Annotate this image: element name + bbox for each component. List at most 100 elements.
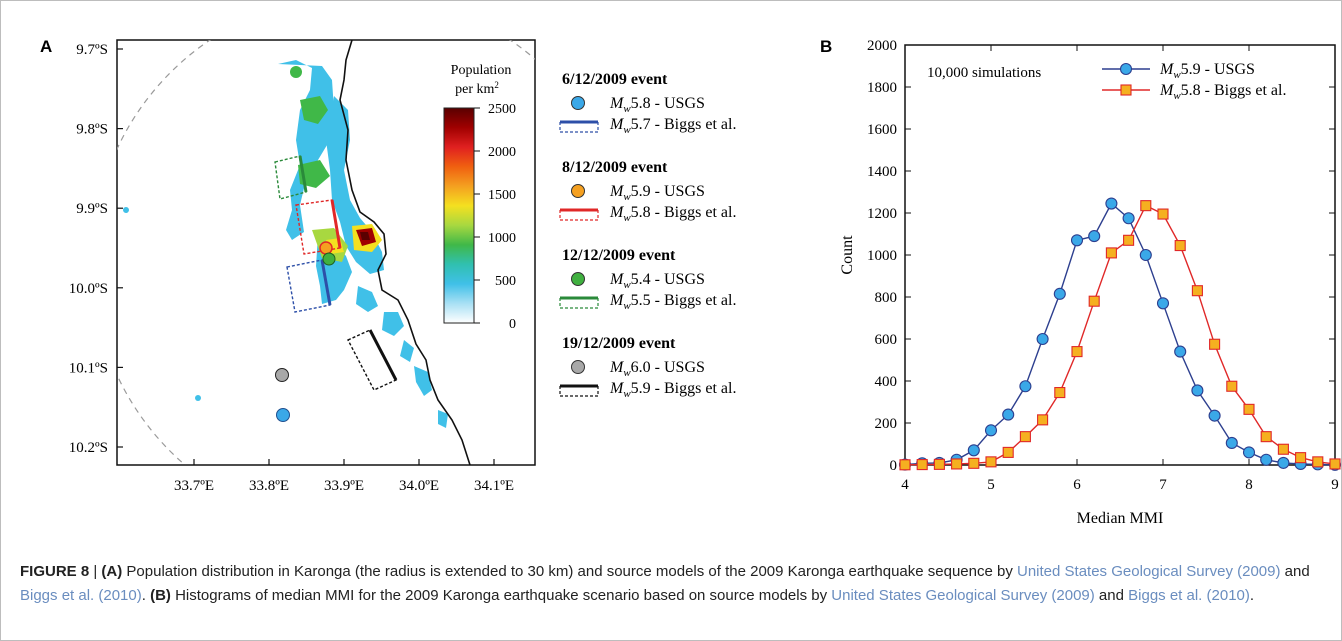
y-tick-label: 0 [890, 458, 898, 474]
y-tick-label: 600 [875, 332, 898, 348]
lake-shoreline [339, 40, 471, 465]
map-latitude-ticks: 9.7ºS 9.8ºS 9.9ºS 10.0ºS 10.1ºS 10.2ºS [69, 42, 123, 456]
series-point-1 [1157, 208, 1169, 220]
series-point-1 [1277, 443, 1289, 455]
caption-a-text: Population distribution in Karonga (the … [122, 563, 1017, 580]
series-point-0 [1277, 456, 1290, 469]
y-tick-label: 1800 [867, 80, 897, 96]
caption-figure-label: FIGURE 8 [20, 563, 90, 580]
x-tick-label: 5 [987, 477, 995, 493]
chart-series [898, 197, 1342, 471]
series-point-0 [984, 424, 998, 437]
series-point-0 [1191, 384, 1204, 397]
usgs-epicentres [275, 241, 336, 422]
series-point-1 [1105, 247, 1117, 259]
panel-b-label: B [820, 37, 832, 56]
colorbar-tick-label: 2000 [488, 145, 516, 160]
series-point-0 [1225, 436, 1238, 450]
legend-marker-0 [1119, 62, 1133, 76]
lon-tick-label: 33.9ºE [324, 478, 364, 494]
y-tick-label: 1200 [867, 206, 897, 222]
colorbar: Population per km2 2500 2000 1500 1000 500 0 [443, 63, 516, 332]
lon-tick-label: 33.8ºE [249, 478, 289, 494]
x-tick-label: 9 [1331, 477, 1339, 493]
caption-b-tag: (B) [150, 587, 171, 604]
legend-event-title: 8/12/2009 event [562, 159, 668, 176]
series-point-0 [1122, 212, 1135, 225]
series-point-1 [1243, 403, 1255, 415]
series-point-1 [899, 459, 911, 471]
caption-end: . [1249, 587, 1255, 604]
population-map [123, 60, 448, 428]
lat-tick-label: 10.1ºS [69, 360, 108, 376]
caption-b-text: Histograms of median MMI for the 2009 Ka… [170, 587, 832, 604]
lon-tick-label: 34.0ºE [399, 478, 439, 494]
legend-biggs-label: Mw5.9 - Biggs et al. [609, 380, 736, 400]
legend-event-title: 19/12/2009 event [562, 335, 676, 352]
series-point-1 [1226, 380, 1238, 392]
legend-usgs-marker [571, 184, 585, 198]
epicentre-12-12 [322, 252, 336, 266]
caption-ref-usgs-1[interactable]: United States Geological Survey (2009) [1017, 563, 1281, 580]
chart-annotation: 10,000 simulations [927, 65, 1041, 81]
caption-ref-usgs-2[interactable]: United States Geological Survey (2009) [831, 587, 1095, 604]
colorbar-tick-label: 1000 [488, 231, 516, 246]
legend-biggs-dashed [559, 386, 599, 397]
series-point-1 [916, 459, 928, 471]
series-point-0 [1260, 453, 1273, 466]
caption-ref-biggs-2[interactable]: Biggs et al. (2010) [1128, 587, 1250, 604]
series-point-0 [1242, 446, 1256, 459]
series-point-1 [1260, 431, 1272, 443]
legend-biggs-dashed [559, 210, 599, 221]
caption-a-tag: (A) [101, 563, 123, 580]
legend-marker-1 [1120, 84, 1132, 96]
series-point-0 [967, 444, 980, 457]
series-point-1 [933, 458, 945, 470]
series-point-1 [951, 458, 963, 470]
series-point-0 [1139, 248, 1152, 262]
x-tick-label: 8 [1245, 477, 1253, 493]
epicentre-6-12 [276, 408, 290, 422]
series-point-1 [1295, 452, 1307, 464]
legend-usgs-label: Mw5.9 - USGS [609, 183, 705, 203]
legend-label-0: Mw5.9 - USGS [1159, 61, 1255, 81]
colorbar-ticks: 2500 2000 1500 1000 500 0 [474, 102, 516, 332]
series-point-0 [1036, 332, 1049, 346]
caption-ref-biggs-1[interactable]: Biggs et al. (2010) [20, 587, 142, 604]
map-longitude-ticks: 33.7ºE 33.8ºE 33.9ºE 34.0ºE 34.1ºE [174, 459, 514, 494]
series-point-1 [1071, 346, 1083, 358]
series-point-0 [1208, 409, 1221, 422]
fault-6-12-solid [320, 259, 332, 306]
colorbar-tick-label: 1500 [488, 188, 516, 203]
figure-graphics: A [40, 37, 1342, 527]
series-point-0 [1088, 230, 1101, 243]
lat-tick-label: 9.8ºS [76, 122, 108, 138]
colorbar-tick-label: 500 [495, 274, 516, 289]
series-point-1 [1054, 386, 1066, 399]
colorbar-title-line2: per km2 [455, 80, 499, 97]
caption-and-2: and [1094, 587, 1129, 604]
chart-axes: 0 200 400 600 800 1000 1200 1400 1600 1800 2000 4 5 6… [867, 38, 1339, 493]
x-tick-label: 4 [901, 477, 909, 493]
series-point-1 [985, 456, 997, 468]
lat-tick-label: 9.9ºS [76, 201, 108, 217]
legend-biggs-dashed [559, 122, 599, 133]
series-point-1 [1312, 456, 1324, 468]
series-point-1 [968, 457, 980, 469]
legend-biggs-label: Mw5.7 - Biggs et al. [609, 116, 736, 136]
source-models [274, 155, 398, 391]
series-point-0 [1105, 197, 1118, 210]
y-tick-label: 1000 [867, 248, 897, 264]
legend-label-1: Mw5.8 - Biggs et al. [1159, 82, 1286, 102]
legend-event-title: 6/12/2009 event [562, 71, 668, 88]
panel-a: A [40, 37, 536, 494]
epicentre-19-12 [275, 368, 289, 382]
series-point-0 [1174, 345, 1187, 358]
legend-event-title: 12/12/2009 event [562, 247, 676, 264]
lon-tick-label: 34.1ºE [474, 478, 514, 494]
chart-frame [904, 44, 1336, 466]
series-point-1 [1002, 446, 1014, 458]
y-tick-label: 2000 [867, 38, 897, 54]
